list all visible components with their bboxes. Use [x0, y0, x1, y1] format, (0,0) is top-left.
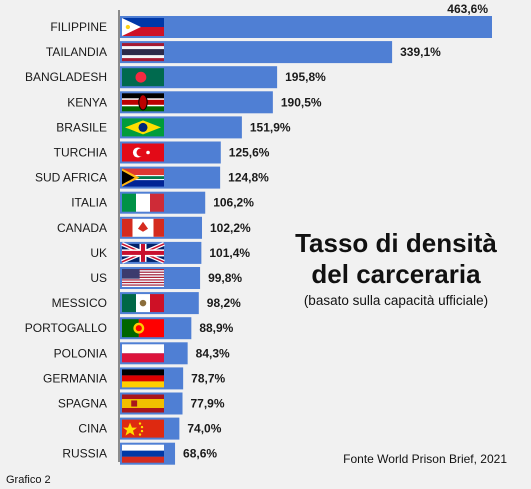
flag-italy-icon	[122, 193, 164, 212]
flag-us-icon	[122, 269, 164, 287]
flag-china-icon	[122, 419, 164, 438]
flag-poland-icon	[122, 344, 164, 363]
chart-subtitle: (basato sulla capacità ufficiale)	[303, 293, 489, 308]
value-label: 106,2%	[213, 196, 254, 210]
value-label: 74,0%	[187, 422, 221, 436]
figure-label: Grafico 2	[6, 474, 51, 486]
value-label: 77,9%	[191, 397, 225, 411]
category-label: FILIPPINE	[50, 20, 107, 34]
flag-spain-icon	[122, 394, 164, 413]
bar-filippine	[120, 16, 492, 38]
flag-philippines-icon	[122, 18, 164, 36]
flag-thailand-icon	[122, 43, 164, 62]
flag-mexico-icon	[122, 294, 164, 313]
flag-russia-icon	[122, 444, 164, 463]
bar-tailandia	[120, 41, 393, 64]
value-label: 68,6%	[183, 447, 217, 461]
flag-canada-icon	[122, 218, 164, 237]
value-label: 190,5%	[281, 95, 322, 109]
flag-turkey-icon	[122, 143, 164, 162]
value-label: 101,4%	[209, 246, 250, 260]
category-label: KENYA	[67, 95, 107, 109]
category-label: US	[90, 271, 107, 285]
category-label: RUSSIA	[62, 447, 107, 461]
value-label: 84,3%	[196, 346, 230, 360]
category-label: TAILANDIA	[46, 45, 107, 59]
flag-germany-icon	[122, 369, 164, 388]
category-label: BANGLADESH	[25, 70, 107, 84]
category-label: UK	[90, 246, 107, 260]
value-label: 98,2%	[207, 296, 241, 310]
value-label: 102,2%	[210, 221, 251, 235]
flag-bangladesh-icon	[122, 68, 164, 87]
value-label: 125,6%	[229, 146, 270, 160]
category-label: ITALIA	[71, 196, 107, 210]
value-label: 99,8%	[208, 271, 242, 285]
flag-uk-icon	[121, 242, 165, 264]
value-label: 88,9%	[199, 321, 233, 335]
flag-portugal-icon	[122, 319, 164, 338]
category-label: POLONIA	[54, 346, 107, 360]
value-label: 195,8%	[285, 70, 326, 84]
category-label: CINA	[78, 422, 107, 436]
category-label: TURCHIA	[54, 146, 107, 160]
category-label: SUD AFRICA	[35, 171, 107, 185]
value-label: 463,6%	[447, 2, 488, 16]
chart-title: Tasso di densità del carceraria	[295, 228, 497, 289]
value-label: 339,1%	[400, 45, 441, 59]
category-label: BRASILE	[56, 120, 107, 134]
flag-south-africa-icon	[122, 168, 164, 187]
category-label: PORTOGALLO	[25, 321, 107, 335]
category-label: GERMANIA	[43, 371, 107, 385]
category-label: CANADA	[57, 221, 107, 235]
value-label: 151,9%	[250, 120, 291, 134]
category-label: SPAGNA	[58, 397, 107, 411]
chart-source: Fonte World Prison Brief, 2021	[343, 452, 507, 466]
value-label: 124,8%	[228, 171, 269, 185]
flag-brazil-icon	[122, 118, 164, 137]
value-label: 78,7%	[191, 371, 225, 385]
flag-kenya-icon	[122, 93, 164, 112]
category-label: MESSICO	[52, 296, 107, 310]
